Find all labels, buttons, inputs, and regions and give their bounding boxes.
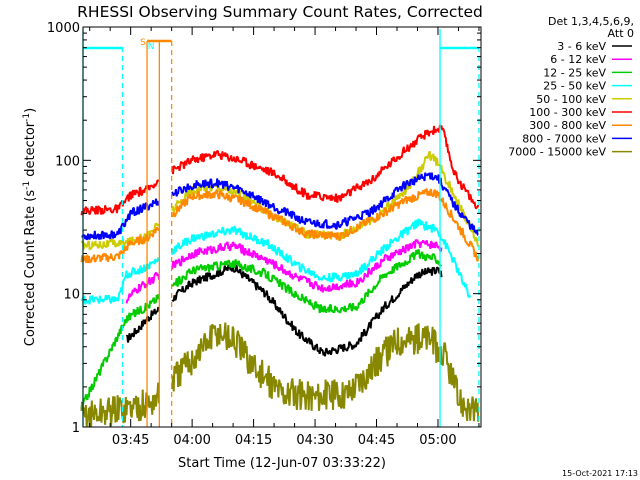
- y-tick-label: 100: [55, 154, 80, 169]
- legend-entry-label: 7000 - 15000 keV: [508, 146, 606, 159]
- legend-entry-label: 6 - 12 keV: [550, 53, 606, 66]
- y-axis-label: Corrected Count Rate (s-1 detector-1): [22, 108, 38, 346]
- y-tick-label: 1000: [47, 21, 80, 36]
- series-line: [80, 249, 443, 410]
- y-axis-label-sup1: -1: [22, 181, 32, 190]
- x-tick-label: 04:30: [296, 433, 333, 448]
- legend-entry-label: 300 - 800 keV: [529, 119, 606, 132]
- legend-header: Det 1,3,4,5,6,9,: [548, 15, 634, 28]
- series-line: [80, 218, 472, 305]
- series-layer: [80, 124, 480, 428]
- legend-entry-label: 800 - 7000 keV: [522, 132, 606, 145]
- series-line: [80, 188, 480, 264]
- y-axis-label-part1: Corrected Count Rate (s: [23, 190, 38, 347]
- series-line: [80, 322, 480, 428]
- legend-header: Att 0: [608, 27, 634, 40]
- footer-date: 15-Oct-2021 17:13: [562, 469, 638, 478]
- y-axis: 1 10 100 1000: [47, 21, 481, 436]
- series-line: [80, 124, 480, 216]
- x-tick-label: 03:45: [112, 433, 149, 448]
- x-tick-label: 04:15: [235, 433, 272, 448]
- plot-frame: [82, 26, 482, 428]
- chart-title: RHESSI Observing Summary Count Rates, Co…: [77, 3, 483, 21]
- x-axis-label: Start Time (12-Jun-07 03:33:22): [178, 456, 386, 471]
- legend-entry-label: 100 - 300 keV: [529, 106, 606, 119]
- y-tick-label: 1: [72, 421, 80, 436]
- y-axis-label-part3: ): [23, 108, 38, 113]
- x-tick-label: 04:00: [173, 433, 210, 448]
- legend-entry-label: 25 - 50 keV: [543, 80, 606, 93]
- night-flag-label: N: [148, 42, 155, 52]
- x-tick-label: 04:45: [358, 433, 395, 448]
- legend-entry-label: 12 - 25 keV: [543, 66, 606, 79]
- y-tick-label: 10: [63, 288, 80, 303]
- y-axis-label-sup2: -1: [22, 113, 32, 122]
- saa-flag-label: S: [140, 38, 146, 48]
- series-line: [125, 263, 443, 357]
- legend-entry-label: 3 - 6 keV: [557, 40, 606, 53]
- legend-entry-label: 50 - 100 keV: [536, 93, 606, 106]
- y-axis-label-part2: detector: [23, 121, 38, 181]
- x-axis: 03:45 04:00 04:15 04:30 04:45 05:00: [89, 27, 480, 448]
- series-line: [81, 172, 479, 241]
- x-tick-label: 05:00: [419, 433, 456, 448]
- series-line: [125, 239, 443, 304]
- series-line: [80, 150, 480, 251]
